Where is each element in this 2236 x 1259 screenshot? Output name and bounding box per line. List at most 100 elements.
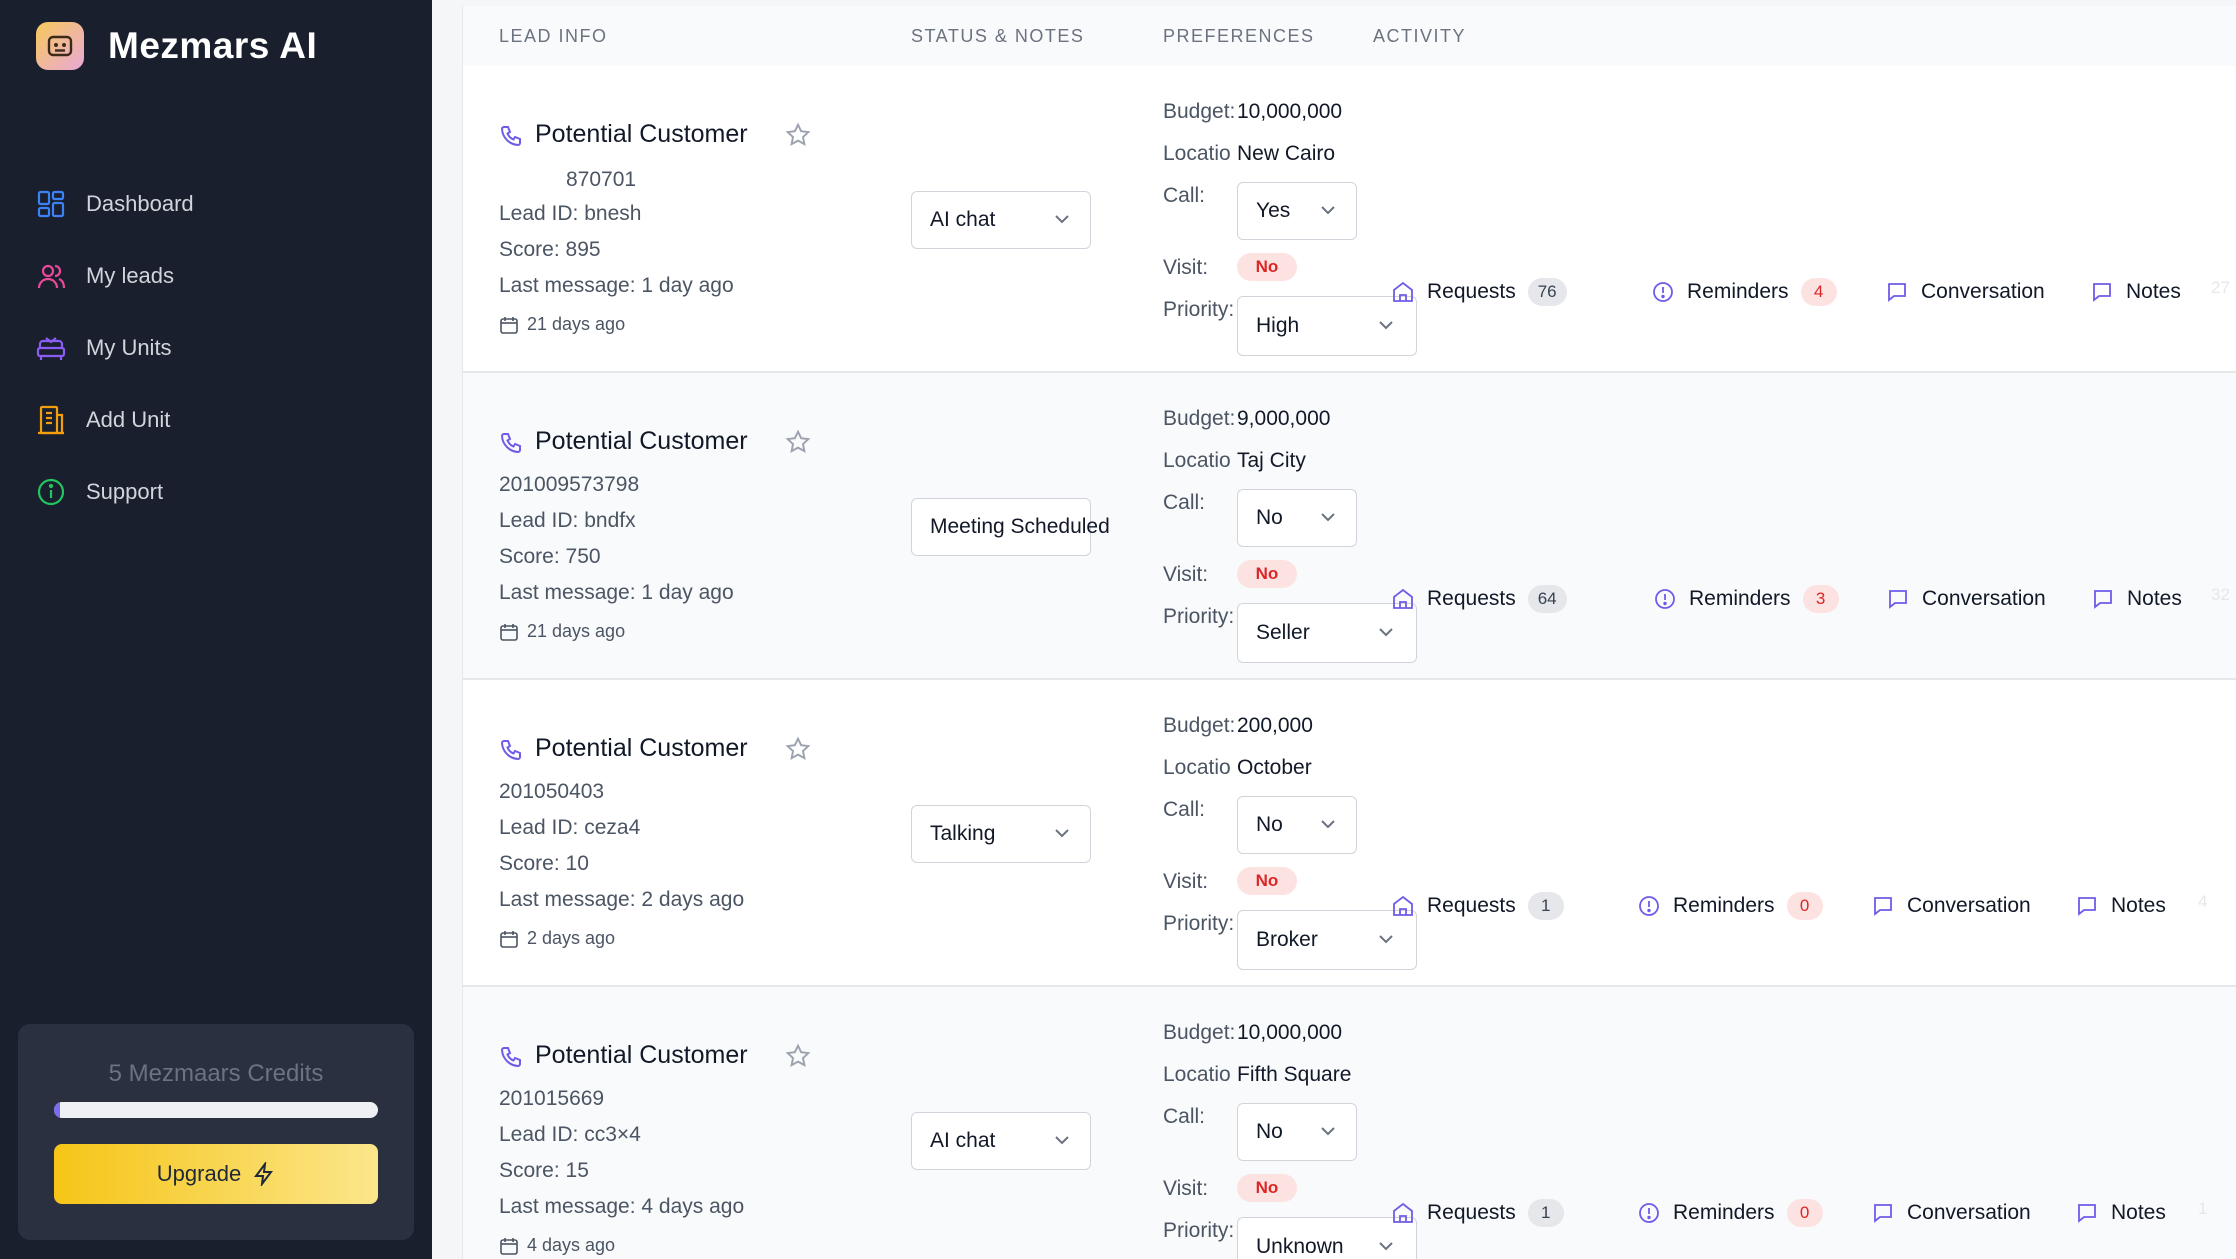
reminders-label: Reminders bbox=[1687, 280, 1789, 303]
brand-name: Mezmars AI bbox=[108, 25, 318, 66]
alert-circle-icon bbox=[1639, 1203, 1659, 1223]
lead-score: Score: 750 bbox=[499, 545, 601, 568]
brand[interactable]: Mezmars AI bbox=[36, 22, 317, 70]
star-icon[interactable] bbox=[785, 1043, 811, 1074]
phone-icon[interactable] bbox=[499, 738, 523, 767]
status-select[interactable]: Talking bbox=[911, 805, 1091, 863]
location-value: New Cairo bbox=[1237, 142, 1336, 165]
visit-badge[interactable]: No bbox=[1237, 560, 1297, 588]
lead-date-text: 21 days ago bbox=[527, 314, 626, 334]
lead-date: 4 days ago bbox=[499, 1235, 615, 1256]
status-value: Meeting Scheduled bbox=[930, 515, 1110, 538]
lead-score: Score: 10 bbox=[499, 852, 589, 875]
phone-icon[interactable] bbox=[499, 124, 523, 153]
note-icon bbox=[2078, 897, 2096, 916]
lead-id: Lead ID: bnesh bbox=[499, 202, 642, 225]
reminders-button[interactable]: Reminders 3 bbox=[1653, 581, 1839, 617]
users-icon bbox=[36, 261, 66, 291]
lead-last-message: Last message: 2 days ago bbox=[499, 888, 745, 911]
lead-date-text: 4 days ago bbox=[527, 1235, 616, 1255]
status-select[interactable]: AI chat bbox=[911, 1112, 1091, 1170]
priority-select[interactable]: High bbox=[1237, 296, 1417, 356]
sidebar-item-dashboard[interactable]: Dashboard bbox=[36, 168, 194, 240]
header-status-notes: STATUS & NOTES bbox=[911, 26, 1085, 46]
reminders-count: 3 bbox=[1802, 585, 1839, 613]
notes-count-faded: 32 bbox=[2211, 585, 2230, 604]
priority-select[interactable]: Seller bbox=[1237, 603, 1417, 663]
header-lead-info: LEAD INFO bbox=[499, 26, 608, 46]
requests-button[interactable]: Requests 1 bbox=[1391, 1195, 1564, 1231]
lead-id: Lead ID: cc3×4 bbox=[499, 1123, 641, 1146]
star-icon[interactable] bbox=[785, 736, 811, 767]
sidebar-item-my-units[interactable]: My Units bbox=[36, 312, 194, 384]
lead-name[interactable]: Potential Customer bbox=[535, 1041, 748, 1069]
home-icon bbox=[1393, 1202, 1413, 1223]
call-value: Yes bbox=[1256, 199, 1291, 222]
star-icon[interactable] bbox=[785, 429, 811, 460]
reminders-button[interactable]: Reminders 0 bbox=[1637, 1195, 1823, 1231]
calendar-icon bbox=[500, 1237, 518, 1255]
status-value: AI chat bbox=[930, 1129, 996, 1152]
phone-icon[interactable] bbox=[499, 431, 523, 460]
calendar-icon bbox=[500, 316, 518, 334]
call-select[interactable]: No bbox=[1237, 796, 1357, 854]
alert-circle-icon bbox=[1655, 589, 1675, 609]
notes-count-faded: 27 bbox=[2211, 278, 2230, 297]
notes-button[interactable]: Notes bbox=[2090, 274, 2181, 310]
reminders-button[interactable]: Reminders 0 bbox=[1637, 888, 1823, 924]
grid-icon bbox=[36, 189, 66, 219]
sidebar-item-support[interactable]: Support bbox=[36, 456, 194, 528]
visit-badge[interactable]: No bbox=[1237, 1174, 1297, 1202]
visit-badge[interactable]: No bbox=[1237, 253, 1297, 281]
chat-bubble-icon bbox=[1888, 283, 1906, 302]
call-select[interactable]: No bbox=[1237, 1103, 1357, 1161]
conversation-button[interactable]: Conversation bbox=[1885, 274, 2045, 310]
phone-icon[interactable] bbox=[499, 1045, 523, 1074]
call-label: Call: bbox=[1163, 184, 1206, 207]
notes-label: Notes bbox=[2111, 894, 2166, 917]
priority-label: Priority: bbox=[1163, 298, 1235, 321]
priority-select[interactable]: Unknown bbox=[1237, 1217, 1417, 1259]
conversation-button[interactable]: Conversation bbox=[1871, 888, 2031, 924]
lead-date-text: 21 days ago bbox=[527, 621, 626, 641]
lead-id: Lead ID: ceza4 bbox=[499, 816, 641, 839]
reminders-count: 0 bbox=[1786, 1199, 1823, 1227]
priority-value: Broker bbox=[1256, 928, 1318, 951]
brand-logo-icon bbox=[36, 22, 84, 70]
status-select[interactable]: Meeting Scheduled bbox=[911, 498, 1110, 556]
requests-button[interactable]: Requests 1 bbox=[1391, 888, 1564, 924]
location-label: Locatio bbox=[1163, 142, 1231, 165]
budget-value: 9,000,000 bbox=[1237, 407, 1331, 430]
leads-table: LEAD INFO STATUS & NOTES PREFERENCES ACT… bbox=[462, 6, 2236, 1259]
conversation-button[interactable]: Conversation bbox=[1886, 581, 2046, 617]
home-icon bbox=[1393, 895, 1413, 916]
lead-name[interactable]: Potential Customer bbox=[535, 734, 748, 762]
requests-button[interactable]: Requests 76 bbox=[1391, 274, 1567, 310]
status-select[interactable]: AI chat bbox=[911, 191, 1091, 249]
notes-button[interactable]: Notes bbox=[2075, 1195, 2166, 1231]
sidebar-item-add-unit[interactable]: Add Unit bbox=[36, 384, 194, 456]
lead-name[interactable]: Potential Customer bbox=[535, 427, 748, 455]
lead-phone: 201009573798 bbox=[499, 473, 640, 496]
lead-score: Score: 15 bbox=[499, 1159, 589, 1182]
conversation-button[interactable]: Conversation bbox=[1871, 1195, 2031, 1231]
table-row: Potential Customer 201050403 Lead ID: ce… bbox=[463, 680, 2236, 987]
lead-date: 21 days ago bbox=[499, 314, 625, 335]
upgrade-button[interactable]: Upgrade bbox=[54, 1144, 378, 1204]
info-icon bbox=[36, 477, 66, 507]
lead-name[interactable]: Potential Customer bbox=[535, 120, 748, 148]
requests-button[interactable]: Requests 64 bbox=[1391, 581, 1567, 617]
notes-button[interactable]: Notes bbox=[2091, 581, 2182, 617]
notes-button[interactable]: Notes bbox=[2075, 888, 2166, 924]
reminders-button[interactable]: Reminders 4 bbox=[1651, 274, 1837, 310]
reminders-count: 0 bbox=[1786, 892, 1823, 920]
credits-progress-fill bbox=[54, 1102, 61, 1118]
call-select[interactable]: Yes bbox=[1237, 182, 1357, 240]
priority-select[interactable]: Broker bbox=[1237, 910, 1417, 970]
visit-badge[interactable]: No bbox=[1237, 867, 1297, 895]
call-select[interactable]: No bbox=[1237, 489, 1357, 547]
sidebar-nav: Dashboard My leads My Units Add Unit Sup… bbox=[36, 168, 194, 528]
sidebar-item-my-leads[interactable]: My leads bbox=[36, 240, 194, 312]
sidebar-item-label: Add Unit bbox=[86, 407, 171, 432]
star-icon[interactable] bbox=[785, 122, 811, 153]
